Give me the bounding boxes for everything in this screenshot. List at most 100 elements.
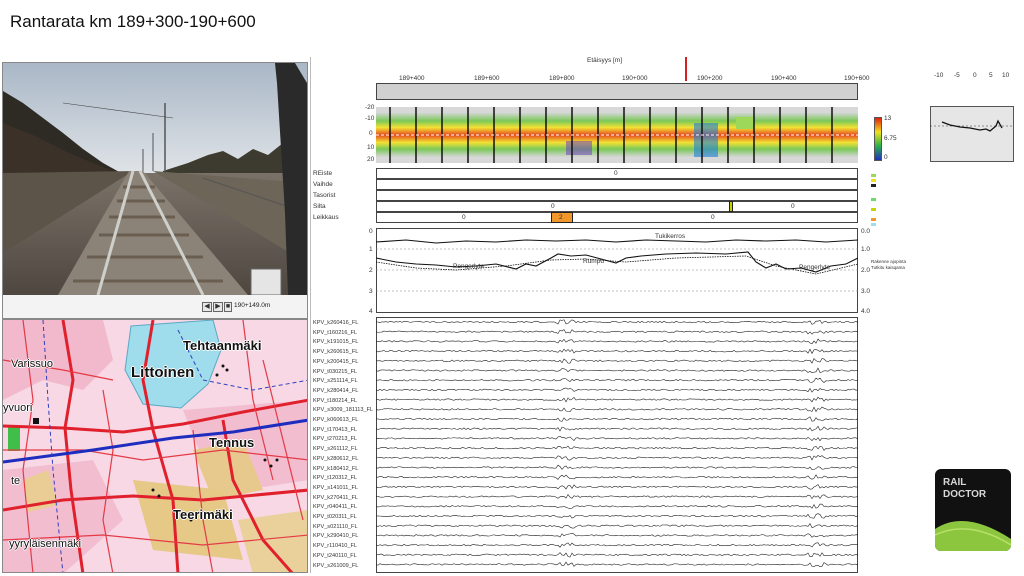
gpr-trace xyxy=(376,396,858,403)
rewind-button[interactable]: ◀ xyxy=(202,302,212,312)
colorbar-tick: 6.75 xyxy=(884,135,897,142)
silta-marker[interactable] xyxy=(729,201,733,212)
gpr-trace xyxy=(376,387,858,393)
row-label-leikkaus: Leikkaus xyxy=(313,214,339,221)
colorbar-tick: 0 xyxy=(884,154,888,161)
profile-x-tick: 10 xyxy=(1002,72,1010,79)
logo-text-rail: RAIL xyxy=(943,477,967,488)
gpr-traces-panel[interactable] xyxy=(376,317,858,573)
leikkaus-value: 0 xyxy=(462,214,466,221)
trace-label: KPV_k260416_FL xyxy=(313,320,359,326)
gpr-trace xyxy=(376,445,858,451)
overview-scroll-strip[interactable] xyxy=(376,83,858,100)
rail-doctor-logo: RAIL DOCTOR xyxy=(935,469,1011,551)
leikkaus-value: 2 xyxy=(559,214,563,221)
video-panel: ◀ ▶ ■ 190+149.0m xyxy=(2,62,308,319)
map-label-yyrylaisenmaki: yyryläisenmäki xyxy=(9,538,82,550)
layer-annotation: Rumpu xyxy=(583,258,604,265)
trace-label: KPV_t160216_FL xyxy=(313,329,358,336)
moisture-heatmap[interactable] xyxy=(376,107,858,163)
layer-y-tick-right: 3.0 xyxy=(861,288,871,295)
trace-label: KPV_s141011_FL xyxy=(313,484,358,491)
distance-tick: 190+200 xyxy=(697,75,723,82)
distance-tick: 189+400 xyxy=(399,75,425,82)
silta-value: 0 xyxy=(551,203,555,210)
gpr-trace xyxy=(376,474,858,480)
leikkaus-track[interactable] xyxy=(376,212,858,223)
rows-legend xyxy=(871,170,917,234)
railway-track-image xyxy=(3,63,307,295)
gpr-trace xyxy=(376,513,858,519)
gpr-trace xyxy=(376,377,858,383)
map-label-tennus: Tennus xyxy=(209,435,255,450)
heatmap-y-tick: 0 xyxy=(369,130,373,137)
reiste-track[interactable] xyxy=(376,168,858,179)
gpr-trace xyxy=(376,406,858,413)
map-label-varissuo: Varissuo xyxy=(11,358,53,370)
reiste-value: 0 xyxy=(614,170,618,177)
distance-tick: 190+600 xyxy=(844,75,870,82)
video-position-readout: 190+149.0m xyxy=(234,302,271,309)
layer-y-tick-right: 2.0 xyxy=(861,267,871,274)
trace-label: KPV_k290410_FL xyxy=(313,533,359,540)
trace-label: KPV_k060613_FL xyxy=(313,417,359,423)
position-cursor[interactable] xyxy=(685,57,687,81)
distance-tick: 190+400 xyxy=(771,75,797,82)
track-video-frame[interactable] xyxy=(3,63,307,295)
cross-section-profile-chart[interactable]: -10 -5 0 5 10 xyxy=(930,72,1016,162)
vaihde-track[interactable] xyxy=(376,179,858,190)
trace-label: KPV_t270213_FL xyxy=(313,436,358,443)
gpr-trace xyxy=(376,484,858,490)
topographic-map xyxy=(3,320,307,572)
layer-y-tick: 0 xyxy=(369,228,373,235)
gpr-trace xyxy=(376,338,858,345)
tasorist-track[interactable] xyxy=(376,190,858,201)
heatmap-colorbar xyxy=(874,117,882,161)
layer-y-tick-right: 0.0 xyxy=(861,228,871,235)
trace-label: KPV_t030215_FL xyxy=(313,368,358,375)
trace-label: KPV_k180412_FL xyxy=(313,465,359,472)
trace-label: KPV_s261112_FL xyxy=(313,446,358,453)
trace-label: KPV_k280414_FL xyxy=(313,387,359,394)
analysis-panel: Etäisyys [m] 189+400 189+600 189+800 190… xyxy=(310,57,906,573)
map-panel[interactable]: Tehtaanmäki Varissuo Littoinen yvuori Te… xyxy=(2,319,308,573)
play-button[interactable]: ▶ xyxy=(213,302,223,312)
heatmap-y-tick: 20 xyxy=(367,156,375,163)
gpr-trace xyxy=(376,493,858,500)
gpr-trace xyxy=(376,329,858,335)
stop-button[interactable]: ■ xyxy=(224,302,232,312)
profile-x-tick: 5 xyxy=(989,72,993,79)
trace-label: KPV_s3009_181113_FL xyxy=(313,407,374,414)
layer-y-tick-right: 4.0 xyxy=(861,308,871,315)
leikkaus-value: 0 xyxy=(711,214,715,221)
heatmap-y-tick: -20 xyxy=(365,104,375,111)
trace-label: KPV_k270411_FL xyxy=(313,494,358,501)
gpr-trace xyxy=(376,416,858,422)
leikkaus-marker[interactable] xyxy=(551,212,573,223)
gpr-trace xyxy=(376,348,858,355)
silta-track[interactable] xyxy=(376,201,858,212)
gpr-trace xyxy=(376,532,858,538)
layer-annotation: Pengerlyte xyxy=(453,263,485,270)
layer-legend-item: Tutkitu kaisqama xyxy=(871,265,905,270)
map-label-te: te xyxy=(11,475,21,487)
map-label-tehtaanmaki: Tehtaanmäki xyxy=(183,338,262,353)
row-label-reiste: REiste xyxy=(313,170,333,177)
video-controls: ◀ ▶ ■ 190+149.0m xyxy=(3,299,307,317)
silta-value: 0 xyxy=(791,203,795,210)
layer-y-tick: 3 xyxy=(369,288,373,295)
trace-label-column: KPV_k260416_FL KPV_t160216_FL KPV_k191015_… xyxy=(311,319,375,573)
gpr-trace xyxy=(376,358,858,364)
gpr-trace xyxy=(376,464,858,470)
map-label-littoinen: Littoinen xyxy=(131,364,195,381)
trace-label: KPV_k280612_FL xyxy=(313,455,359,462)
trace-label: KPV_r040411_FL xyxy=(313,504,358,511)
layer-y-tick: 2 xyxy=(369,267,373,274)
logo-text-doctor: DOCTOR xyxy=(943,489,987,500)
gpr-trace xyxy=(376,503,858,509)
trace-label: KPV_k200415_FL xyxy=(313,358,359,365)
trace-label: KPV_s251114_FL xyxy=(313,378,358,385)
trace-label: KPV_k191015_FL xyxy=(313,339,359,346)
gpr-trace xyxy=(376,561,858,568)
trace-label: KPV_k260615_FL xyxy=(313,349,359,356)
